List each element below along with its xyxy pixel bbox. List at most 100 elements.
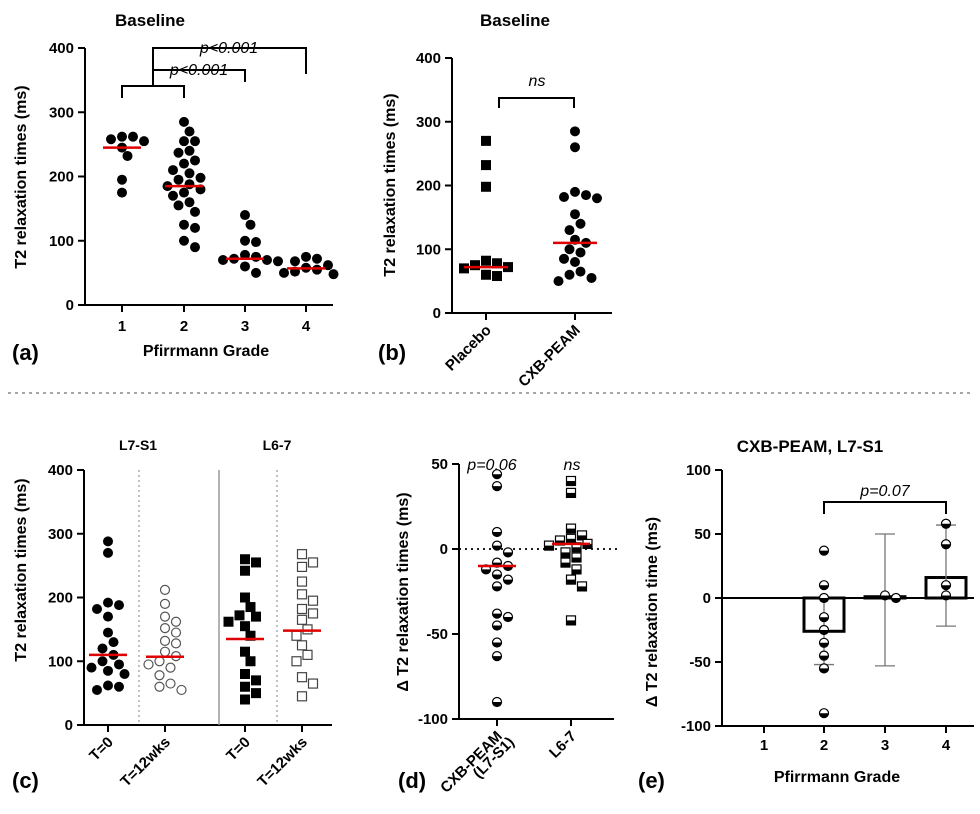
panel-a-ytick-label: 300 [49,104,74,121]
panel-b-ytick-label: 300 [416,114,441,131]
marker-fill [566,620,576,625]
marker-fill [941,523,951,529]
panel-e-label: (e) [638,768,665,793]
panel-b-point [575,266,586,277]
panel-b-point [586,272,597,283]
panel-b-ytick-label: 200 [416,178,441,195]
panel-c-point [296,576,308,587]
panel-c-point [143,659,154,670]
panel-c-point [296,603,308,615]
panel-a-point [179,158,189,169]
panel-c-point [251,675,261,686]
panel-d-point [491,637,503,648]
panel-a-point [323,260,333,271]
panel-a-ylabel: T2 relaxation times (ms) [13,85,30,268]
panel-e-ytick-label: 100 [686,462,711,479]
panel-d-point [502,574,514,585]
panel-c-point [103,547,113,558]
marker-fill [566,538,576,544]
marker-fill [819,550,829,556]
panel-b-point [492,271,502,282]
panel-d-point [543,540,555,551]
marker-fill [492,545,502,551]
panel-a-plot: 0 100 200 300 400 1 2 3 4 p<0.001 p<0.001 [49,40,339,335]
panel-c-point [296,561,308,573]
panel-a-point [190,222,200,233]
panel-a-point [251,237,261,248]
panel-b-point [481,160,491,171]
panel-b-point [564,244,575,255]
marker-fill [566,528,576,534]
marker-fill [583,543,592,549]
panel-c-point [245,656,256,667]
panel-e-point [818,663,830,674]
panel-c-point [103,597,113,608]
panel-c-point [103,680,113,691]
marker-fill [941,585,951,590]
panel-a-point [184,197,195,208]
panel-c-point [154,656,165,667]
panel-c-group-label: L7-S1 [119,437,157,453]
panel-c-point [170,616,182,627]
panel-c-point [240,694,250,705]
panel-c-ytick-label: 0 [65,717,73,734]
panel-b-point [592,193,602,204]
marker-fill [819,655,829,661]
panel-d-point [565,615,577,626]
panel-b-point [570,126,580,137]
panel-c-point [159,622,171,634]
marker-fill [492,656,502,661]
marker-fill [544,545,554,551]
panel-c-point [92,603,102,614]
panel-c-point [307,557,319,568]
panel-a-point [173,147,184,158]
panel-c-ytick-label: 300 [48,526,73,543]
panel-b-point [559,191,569,202]
panel-b-point [570,186,580,197]
panel-c-xtick-label: T=12wks [254,734,311,791]
panel-e-point [818,624,830,636]
marker-fill [819,630,829,635]
panel-e-point [818,580,830,591]
panel-c-point [170,638,182,649]
panel-c-point [296,672,308,683]
panel-a-point [240,261,250,272]
marker-fill [492,642,502,648]
panel-a-point [168,165,178,176]
panel-e-point [818,545,830,556]
panel-b-point [459,263,469,274]
panel-c-point [165,678,176,689]
panel-a-point [184,145,195,156]
panel-c-point [86,662,97,673]
panel-e-xtick-label: 2 [820,737,828,754]
panel-a-point [179,235,189,246]
panel-c-point [245,630,256,641]
panel-c-ytick-label: 100 [48,653,73,670]
panel-c-label: (c) [12,768,39,793]
panel-a-bracket [152,69,246,86]
panel-c-point [108,637,119,648]
panel-a-point [262,255,272,266]
panel-d-point [491,696,503,708]
panel-e-point [890,592,902,604]
panel-a-point [173,200,184,211]
panel-a-xtick-label: 3 [241,318,249,335]
marker-fill [941,595,951,600]
panel-a-bracket [121,85,185,98]
panel-a: Baseline T2 relaxation times (ms) Pfirrm… [12,11,339,365]
panel-a-point [106,134,116,145]
panel-c-point [307,678,319,689]
panel-c-point [114,659,124,670]
marker-fill [503,579,513,585]
panel-a-point [251,267,261,278]
panel-c-ylabel: T2 relaxation times (ms) [13,478,30,661]
panel-c-point [251,611,261,622]
panel-c-point [159,635,171,646]
panel-c-point [114,681,124,692]
marker-fill [561,552,570,557]
panel-e-ytick-label: -100 [681,718,711,735]
panel-b-point [481,181,491,192]
panel-d-point [576,581,588,592]
marker-fill [566,492,576,498]
